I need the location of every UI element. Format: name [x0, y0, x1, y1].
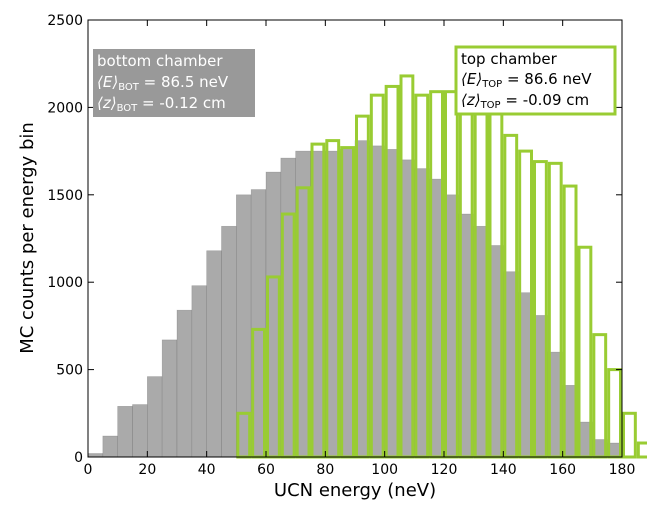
- y-tick-label: 1000: [47, 275, 83, 291]
- x-tick-label: 100: [371, 462, 398, 478]
- bottom-annotation-box: [93, 49, 255, 117]
- x-tick-label: 80: [316, 462, 334, 478]
- x-tick-label: 140: [490, 462, 517, 478]
- x-tick-label: 20: [138, 462, 156, 478]
- bottom-chamber-bar: [176, 309, 193, 458]
- bottom-chamber-bar: [102, 435, 118, 458]
- bottom-chamber-bar: [147, 376, 163, 458]
- x-tick-label: 60: [257, 462, 275, 478]
- top-annotation-position: ⟨z⟩TOP = -0.09 cm: [461, 91, 589, 111]
- x-tick-label: 0: [84, 462, 93, 478]
- top-position-subscript: TOP: [480, 100, 501, 111]
- x-tick-label: 160: [549, 462, 576, 478]
- x-axis: 0 20 40 60 80 100 120 140 160 180: [84, 20, 636, 478]
- top-energy-symbol: ⟨E⟩: [461, 70, 482, 88]
- bottom-chamber-bar: [117, 406, 133, 458]
- bottom-chamber-bar: [221, 225, 237, 458]
- bottom-chamber-bar: [87, 453, 104, 458]
- x-tick-label: 180: [609, 462, 636, 478]
- y-tick-label: 1500: [47, 188, 83, 204]
- top-annotation-title: top chamber: [461, 50, 558, 68]
- x-tick-label: 120: [431, 462, 458, 478]
- top-annotation-box: [454, 45, 617, 116]
- bottom-position-value: = -0.12 cm: [137, 94, 226, 112]
- top-chamber-annotation: top chamber ⟨E⟩TOP = 86.6 neV ⟨z⟩TOP = -…: [454, 45, 617, 116]
- bottom-chamber-bar: [191, 285, 207, 458]
- bottom-chamber-bar: [161, 339, 178, 458]
- y-tick-label: 500: [56, 363, 83, 379]
- bottom-energy-symbol: ⟨E⟩: [97, 73, 118, 91]
- top-chamber-bar: [636, 441, 647, 459]
- y-axis-title: MC counts per energy bin: [17, 122, 38, 354]
- top-position-symbol: ⟨z⟩: [461, 91, 481, 109]
- bottom-annotation-title: bottom chamber: [97, 52, 223, 70]
- y-tick-label: 2500: [47, 13, 83, 29]
- top-annotation-energy: ⟨E⟩TOP = 86.6 neV: [461, 70, 592, 90]
- top-energy-subscript: TOP: [481, 79, 502, 90]
- bottom-annotation-position: ⟨z⟩BOT = -0.12 cm: [97, 94, 226, 114]
- x-axis-title: UCN energy (neV): [274, 480, 436, 501]
- top-chamber-bars: [236, 74, 647, 459]
- bottom-annotation-energy: ⟨E⟩BOT = 86.5 neV: [97, 73, 229, 93]
- bottom-energy-value: = 86.5 neV: [139, 73, 229, 91]
- bottom-position-subscript: BOT: [117, 103, 139, 114]
- bottom-chamber-annotation: bottom chamber ⟨E⟩BOT = 86.5 neV ⟨z⟩BOT …: [93, 49, 255, 117]
- top-position-value: = -0.09 cm: [501, 91, 590, 109]
- bottom-chamber-bar: [132, 404, 148, 458]
- top-energy-value: = 86.6 neV: [502, 70, 592, 88]
- bottom-chamber-bars: [87, 140, 623, 458]
- bottom-chamber-bar: [206, 250, 222, 458]
- y-tick-label: 0: [74, 450, 83, 466]
- y-tick-label: 2000: [47, 100, 83, 116]
- plot-frame: [87, 19, 623, 458]
- x-tick-label: 40: [198, 462, 216, 478]
- bottom-energy-subscript: BOT: [118, 82, 140, 93]
- bottom-position-symbol: ⟨z⟩: [97, 94, 117, 112]
- top-chamber-bar: [622, 411, 637, 459]
